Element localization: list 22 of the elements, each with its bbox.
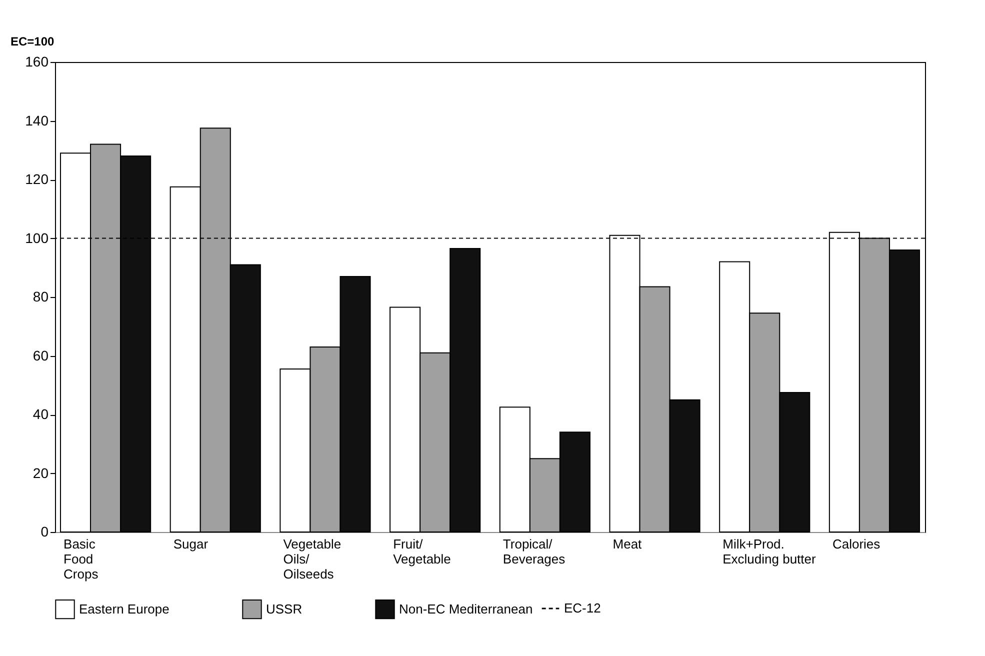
x-tick-label: Milk+Prod. Excluding butter [722, 536, 817, 566]
y-tick-label: 60 [32, 347, 49, 364]
legend-label: Non-EC Mediterranean [399, 601, 533, 616]
x-tick-label: Calories [832, 536, 881, 552]
legend-label: Eastern Europe [79, 601, 170, 616]
y-tick-label: 0 [40, 524, 49, 540]
x-tick-label: Basic Food Crops [64, 536, 99, 582]
legend-label: EC-12 [564, 600, 601, 616]
y-tick-label: 160 [25, 54, 49, 70]
legend-label: USSR [266, 601, 302, 616]
y-axis-title: EC=100 [10, 34, 55, 48]
x-tick-label: Meat [612, 536, 642, 552]
x-tick-label: Vegetable Oils/ Oilseeds [283, 536, 342, 582]
y-tick-label: 140 [25, 112, 49, 128]
y-tick-label: 40 [32, 406, 49, 422]
y-tick-label: 100 [25, 230, 49, 246]
y-tick-label: 20 [32, 464, 49, 481]
x-tick-label: Sugar [173, 536, 209, 552]
x-tick-label: Fruit/ Vegetable [393, 536, 451, 566]
y-tick-label: 120 [25, 171, 49, 187]
x-tick-label: Tropical/ Beverages [502, 536, 566, 566]
y-tick-label: 80 [32, 288, 49, 304]
